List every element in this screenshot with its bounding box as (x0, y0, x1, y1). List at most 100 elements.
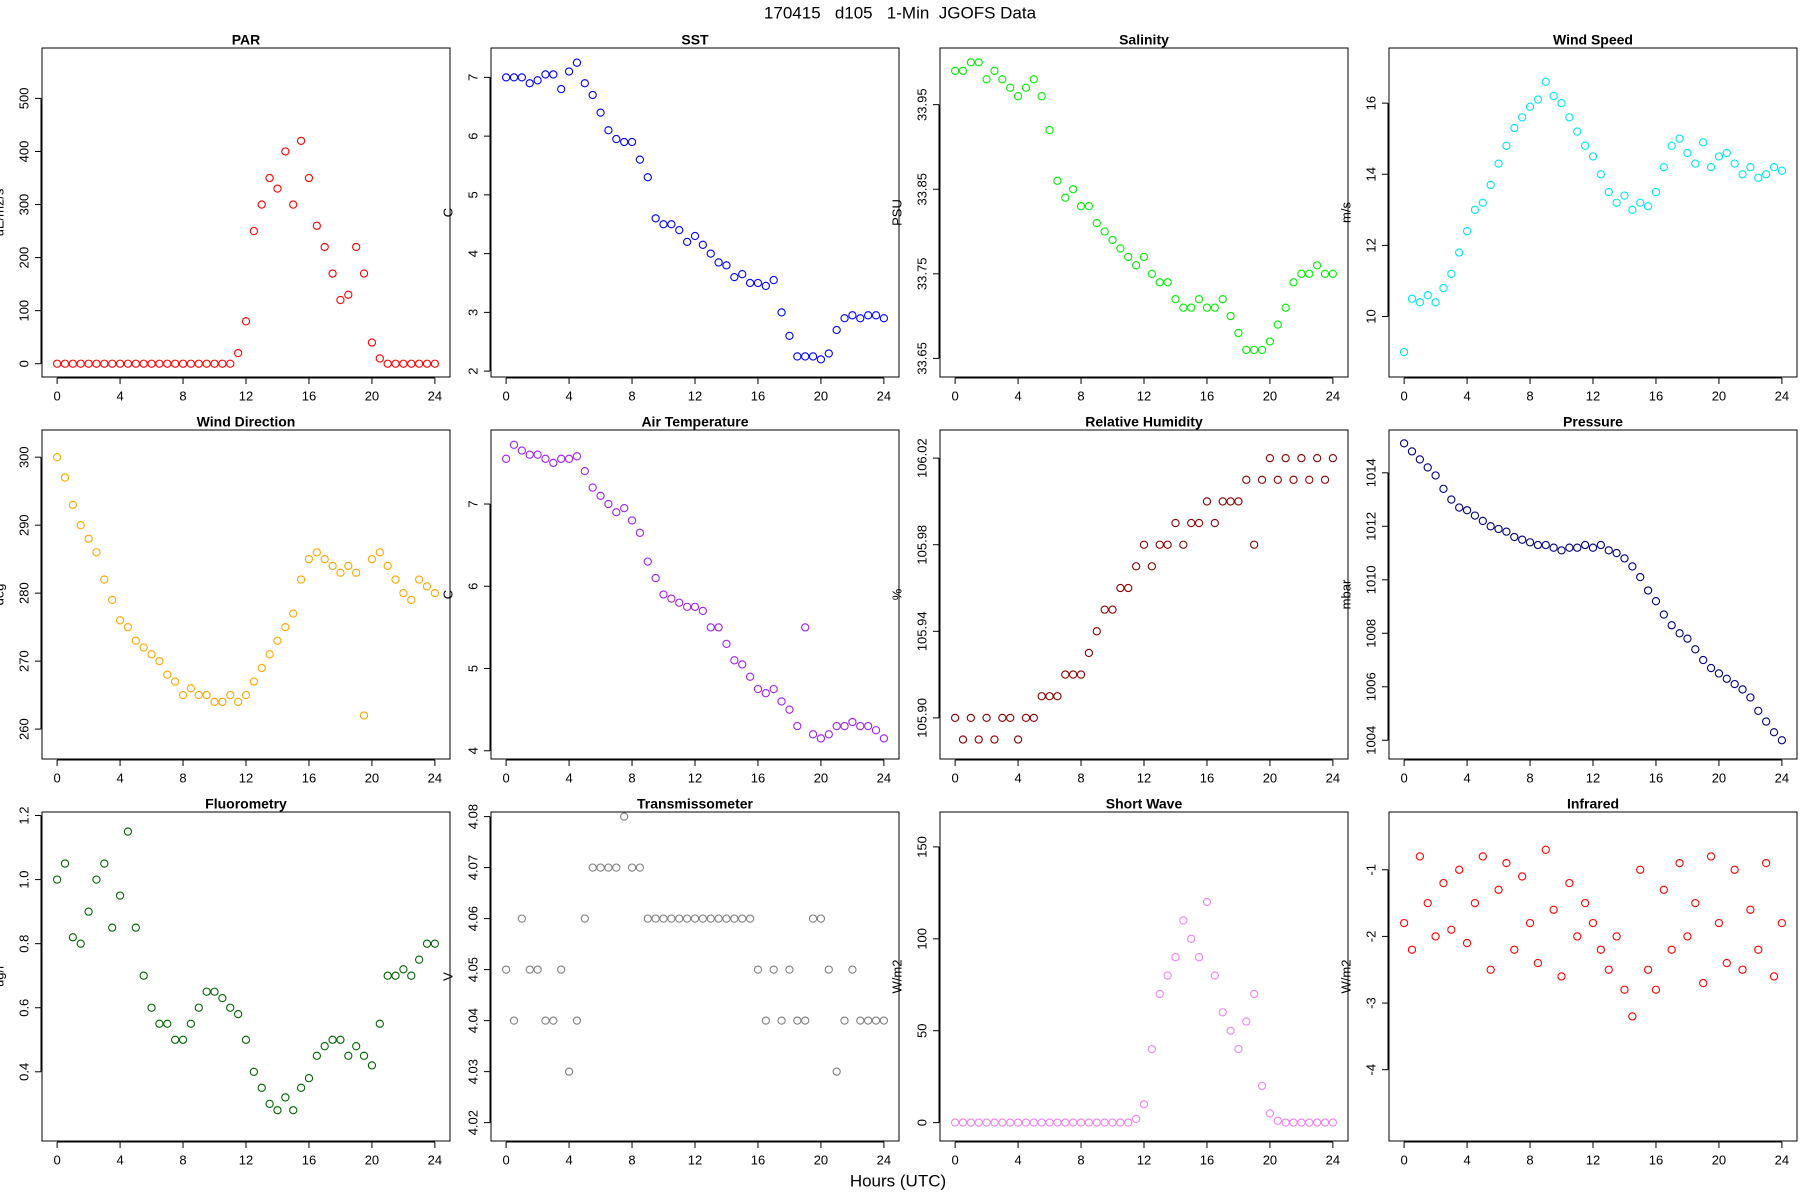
data-point (194, 690, 203, 700)
data-point (1462, 938, 1472, 948)
data-point (1021, 1118, 1031, 1127)
data-point (793, 721, 802, 731)
data-point (808, 352, 818, 361)
data-point (123, 359, 133, 368)
panel-title: SST (681, 32, 709, 48)
data-point (1754, 706, 1763, 716)
y-tick-label: 260 (16, 718, 31, 740)
data-point (1691, 645, 1700, 654)
data-point (801, 623, 810, 632)
data-point (998, 1118, 1007, 1127)
data-point (241, 317, 251, 326)
data-point (344, 290, 353, 299)
data-point (580, 914, 589, 923)
data-point (108, 595, 117, 605)
data-point (1100, 227, 1109, 236)
data-point (1139, 1100, 1149, 1109)
data-point (123, 827, 133, 836)
data-point (1754, 173, 1763, 182)
x-tick-label: 12 (1137, 388, 1151, 403)
data-point (430, 359, 440, 368)
data-point (1580, 898, 1590, 908)
data-point (533, 965, 542, 974)
data-point (612, 134, 621, 144)
y-tick-label: 300 (16, 446, 31, 468)
data-point (304, 1074, 314, 1083)
data-point (1194, 518, 1204, 528)
data-point (1714, 152, 1724, 161)
data-point (312, 548, 321, 557)
data-point (1557, 972, 1566, 981)
x-tick-label: 4 (1014, 388, 1021, 403)
panel-title: Salinity (1119, 32, 1169, 48)
data-point (675, 914, 684, 923)
x-tick-label: 12 (239, 770, 253, 785)
panel-title: Wind Speed (1553, 32, 1633, 48)
plot-frame (939, 47, 1349, 378)
x-tick-label: 20 (1712, 388, 1726, 403)
data-point (596, 863, 605, 872)
data-point (1675, 858, 1684, 868)
data-point (1053, 692, 1062, 701)
data-point (1242, 345, 1251, 355)
data-point (533, 76, 542, 85)
data-point (178, 690, 188, 700)
data-point (1651, 187, 1661, 197)
data-point (399, 359, 408, 368)
data-point (509, 440, 519, 449)
data-point (344, 1051, 353, 1060)
data-point (399, 588, 408, 598)
data-point (1328, 269, 1338, 278)
data-point (139, 359, 148, 368)
data-point (1037, 692, 1046, 701)
x-tick-label: 4 (116, 770, 123, 785)
data-point (1573, 932, 1582, 941)
data-point (1045, 1118, 1054, 1127)
data-point (1604, 965, 1613, 974)
data-point (1029, 713, 1038, 723)
data-point (643, 914, 652, 923)
data-point (1643, 965, 1653, 974)
y-axis-label: C (440, 590, 455, 599)
data-point (399, 965, 408, 974)
data-point (1131, 261, 1141, 270)
data-point (856, 314, 865, 323)
x-tick-label: 24 (1775, 388, 1789, 403)
data-point (1447, 495, 1456, 504)
y-tick-label: 33.95 (914, 88, 929, 121)
data-point (1738, 685, 1747, 694)
data-point (1683, 148, 1692, 158)
data-point (1210, 303, 1219, 312)
data-point (1651, 597, 1661, 606)
data-point (998, 713, 1007, 723)
data-point (753, 965, 763, 974)
data-point (1061, 193, 1070, 202)
data-point (816, 734, 826, 743)
data-point (1659, 163, 1668, 172)
data-point (824, 349, 833, 358)
data-point (1092, 627, 1101, 636)
data-point (738, 270, 747, 279)
data-point (344, 561, 353, 571)
x-tick-label: 24 (428, 1152, 442, 1167)
data-point (635, 155, 645, 164)
data-point (1573, 543, 1582, 552)
x-tick-label: 0 (1400, 770, 1407, 785)
data-point (627, 863, 637, 872)
data-point (163, 670, 172, 679)
data-point (848, 965, 857, 974)
y-axis-label: ug/l (0, 966, 6, 987)
data-point (604, 499, 613, 509)
data-point (620, 503, 629, 513)
data-point (359, 1051, 369, 1060)
data-point (627, 137, 637, 147)
x-tick-label: 24 (1326, 770, 1340, 785)
data-point (257, 1083, 266, 1092)
data-point (171, 1035, 180, 1044)
data-point (60, 473, 70, 482)
data-point (1163, 278, 1172, 287)
data-point (1116, 583, 1125, 593)
data-point (651, 214, 660, 223)
data-point (241, 690, 251, 700)
data-point (1533, 540, 1543, 550)
